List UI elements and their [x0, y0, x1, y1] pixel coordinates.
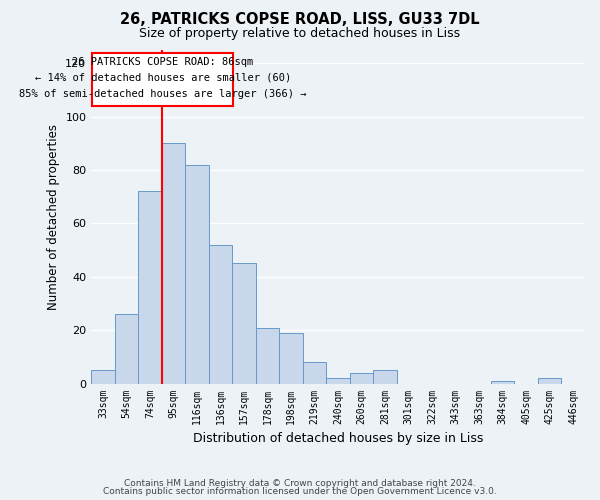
Bar — [209, 245, 232, 384]
Text: 26 PATRICKS COPSE ROAD: 86sqm: 26 PATRICKS COPSE ROAD: 86sqm — [73, 56, 254, 66]
Bar — [185, 164, 209, 384]
Bar — [162, 144, 185, 384]
Bar — [115, 314, 138, 384]
FancyBboxPatch shape — [92, 52, 233, 106]
Text: Contains public sector information licensed under the Open Government Licence v3: Contains public sector information licen… — [103, 487, 497, 496]
Bar — [350, 373, 373, 384]
Bar — [373, 370, 397, 384]
Text: 85% of semi-detached houses are larger (366) →: 85% of semi-detached houses are larger (… — [19, 88, 307, 99]
Bar — [232, 264, 256, 384]
Text: Size of property relative to detached houses in Liss: Size of property relative to detached ho… — [139, 28, 461, 40]
Bar — [491, 381, 514, 384]
Bar — [91, 370, 115, 384]
Bar — [538, 378, 562, 384]
Text: Contains HM Land Registry data © Crown copyright and database right 2024.: Contains HM Land Registry data © Crown c… — [124, 478, 476, 488]
X-axis label: Distribution of detached houses by size in Liss: Distribution of detached houses by size … — [193, 432, 483, 445]
Text: 26, PATRICKS COPSE ROAD, LISS, GU33 7DL: 26, PATRICKS COPSE ROAD, LISS, GU33 7DL — [120, 12, 480, 28]
Bar — [138, 192, 162, 384]
Bar — [256, 328, 280, 384]
Text: ← 14% of detached houses are smaller (60): ← 14% of detached houses are smaller (60… — [35, 72, 291, 83]
Bar — [303, 362, 326, 384]
Bar — [326, 378, 350, 384]
Bar — [280, 333, 303, 384]
Y-axis label: Number of detached properties: Number of detached properties — [47, 124, 59, 310]
